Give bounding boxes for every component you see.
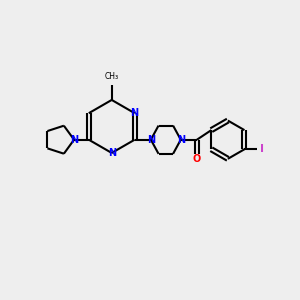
Text: N: N [130,108,139,118]
Text: N: N [147,135,155,145]
Text: I: I [260,144,264,154]
Text: N: N [108,148,116,158]
Text: N: N [70,135,78,145]
Text: N: N [177,135,185,145]
Text: CH₃: CH₃ [105,72,119,81]
Text: O: O [193,154,201,164]
